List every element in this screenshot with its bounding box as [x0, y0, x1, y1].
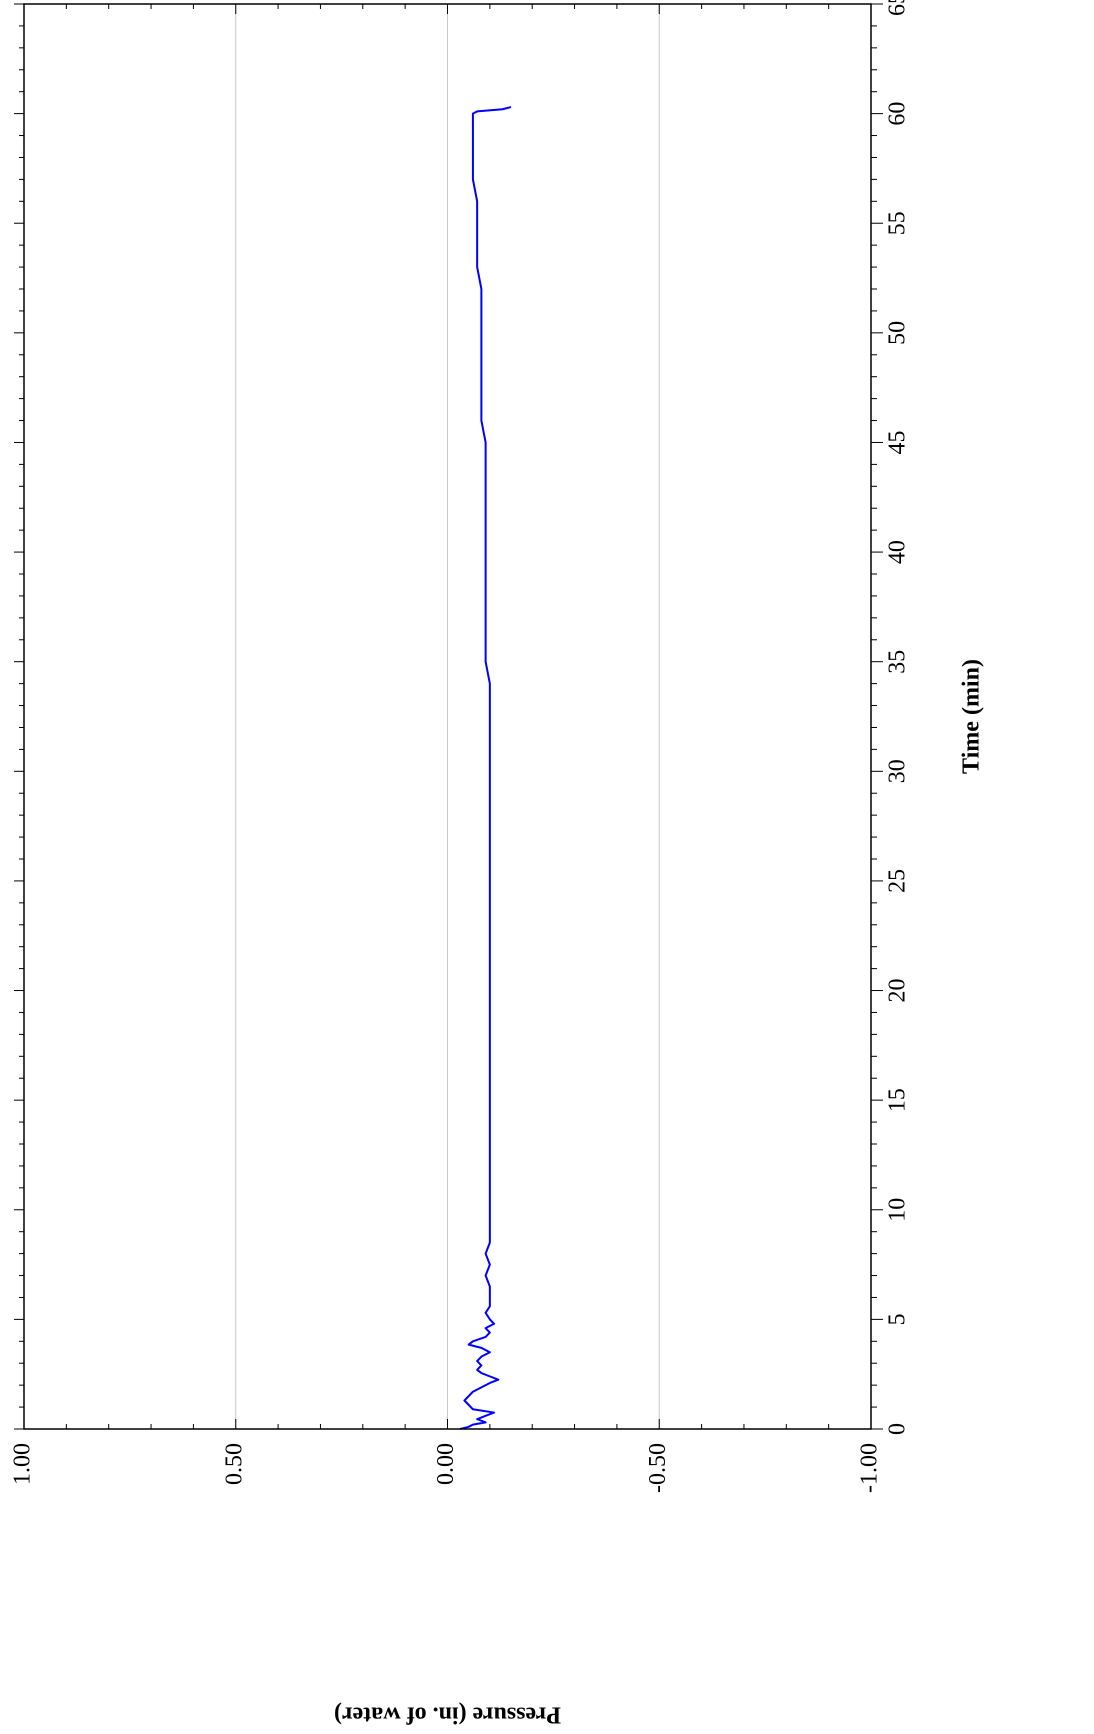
time-tick-label: 65 [885, 0, 911, 16]
time-tick-label: 5 [885, 1313, 911, 1325]
series-layer [459, 106, 512, 1430]
time-tick-label: 25 [885, 869, 911, 893]
time-tick-label: 30 [885, 759, 911, 783]
pressure-tick-label: -1.00 [857, 1443, 883, 1493]
time-tick-label: 50 [885, 321, 911, 345]
time-tick-label: 60 [885, 102, 911, 126]
pressure-tick-label: 0.00 [433, 1443, 459, 1485]
time-tick-label: 10 [885, 1198, 911, 1222]
pressure-tick-label: -0.50 [645, 1443, 671, 1493]
pressure-tick-label: 0.50 [221, 1443, 247, 1485]
pressure-tick-label: 1.00 [10, 1443, 36, 1485]
time-tick-label: 40 [885, 540, 911, 564]
time-tick-label: 55 [885, 211, 911, 235]
grid-lines [235, 4, 660, 1429]
time-tick-label: 0 [885, 1423, 911, 1435]
time-tick-label: 35 [885, 650, 911, 674]
time-axis-title: Time (min) [959, 659, 985, 774]
time-tick-label: 15 [885, 1088, 911, 1112]
pressure-axis-title: Pressure (in. of water) [334, 1701, 561, 1727]
time-tick-label: 20 [885, 979, 911, 1003]
time-axis-ticks: 0 5 10 15 20 25 30 35 40 45 50 55 60 65 [14, 0, 911, 1435]
time-tick-label: 45 [885, 430, 911, 454]
pressure-series-line [459, 106, 512, 1430]
pressure-axis-ticks: 1.00 0.50 0.00 -0.50 -1.00 [10, 4, 883, 1493]
